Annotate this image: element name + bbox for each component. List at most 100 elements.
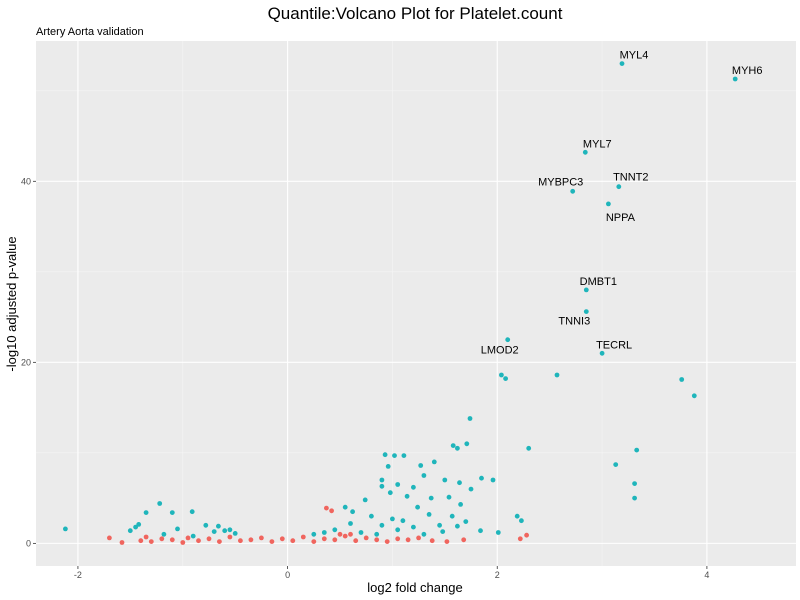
significant-point	[350, 509, 355, 515]
significant-point	[411, 524, 416, 530]
grid-major	[36, 41, 796, 566]
significant-point	[732, 76, 738, 82]
significant-point	[400, 518, 406, 524]
significant-point	[136, 522, 142, 527]
significant-point	[468, 486, 474, 492]
nonsignificant-point	[405, 537, 411, 543]
gene-label: NPPA	[606, 212, 636, 224]
significant-point	[421, 531, 427, 537]
gene-label: DMBT1	[580, 276, 617, 288]
significant-point	[216, 523, 221, 529]
nonsignificant-point	[143, 534, 149, 540]
nonsignificant-point	[279, 536, 285, 542]
nonsignificant-point	[196, 538, 201, 544]
nonsignificant-point	[342, 533, 348, 539]
significant-point	[390, 516, 395, 522]
significant-point	[348, 521, 353, 526]
significant-point	[464, 441, 470, 447]
significant-point	[379, 483, 385, 489]
significant-point	[404, 493, 410, 499]
nonsignificant-points	[107, 505, 529, 545]
significant-point	[157, 501, 163, 506]
significant-point	[362, 497, 368, 503]
significant-point	[189, 509, 195, 515]
nonsignificant-point	[180, 540, 186, 545]
gene-label: LMOD2	[481, 345, 519, 357]
significant-point	[449, 513, 455, 519]
significant-point	[395, 527, 401, 533]
nonsignificant-point	[259, 535, 264, 541]
significant-point	[222, 528, 228, 534]
significant-point	[431, 459, 437, 465]
gene-label: MYL7	[583, 138, 612, 150]
significant-point	[457, 480, 462, 486]
nonsignificant-point	[321, 536, 327, 542]
significant-point	[385, 464, 391, 469]
significant-point	[478, 528, 483, 534]
nonsignificant-point	[107, 535, 112, 541]
significant-point	[632, 495, 637, 501]
nonsignificant-point	[324, 505, 329, 511]
x-tick-label: 4	[704, 570, 709, 580]
significant-point	[616, 184, 622, 190]
significant-point	[143, 510, 149, 515]
significant-point	[175, 526, 180, 532]
nonsignificant-point	[290, 538, 296, 544]
nonsignificant-point	[238, 538, 243, 544]
gene-labels: MYL4 MYH6 MYL7 TNNT2 MYBPC3 NPPA DMBT1 TNNI3 LMO…	[481, 50, 763, 357]
significant-point	[232, 531, 238, 536]
nonsignificant-point	[227, 534, 233, 540]
significant-point	[227, 527, 233, 533]
gene-label: MYH6	[732, 65, 763, 77]
significant-point	[582, 149, 588, 155]
significant-point	[161, 531, 167, 537]
significant-point	[203, 522, 209, 528]
significant-point	[499, 372, 504, 378]
gene-label: MYL4	[620, 50, 649, 62]
significant-point	[440, 529, 446, 534]
chart-subtitle: Artery Aorta validation	[36, 26, 144, 38]
nonsignificant-point	[348, 531, 353, 537]
significant-point	[446, 494, 452, 500]
y-axis-title: -log10 adjusted p-value	[4, 236, 19, 371]
x-axis-ticks: -2 0 2 4	[74, 566, 709, 580]
significant-point	[463, 519, 469, 524]
significant-point	[332, 527, 338, 533]
nonsignificant-point	[461, 537, 467, 543]
significant-point	[421, 473, 427, 478]
significant-point	[342, 504, 348, 510]
significant-point	[583, 309, 589, 314]
significant-point	[490, 477, 496, 483]
significant-point	[632, 481, 637, 486]
significant-point	[127, 528, 133, 534]
nonsignificant-point	[332, 537, 338, 543]
plot-panel	[36, 41, 796, 566]
x-tick-label: -2	[74, 570, 82, 580]
significant-point	[392, 453, 397, 458]
gene-label: TNNI3	[558, 316, 590, 328]
significant-point	[321, 530, 327, 535]
y-tick-label: 20	[21, 357, 31, 367]
significant-point	[691, 393, 697, 399]
nonsignificant-point	[119, 540, 125, 545]
significant-point	[382, 452, 388, 458]
x-tick-label: 2	[495, 570, 500, 580]
significant-point	[169, 510, 175, 515]
grid-minor	[36, 41, 796, 566]
significant-points	[63, 61, 738, 539]
significant-point	[411, 484, 416, 490]
y-tick-label: 40	[21, 176, 31, 186]
nonsignificant-point	[311, 539, 317, 544]
nonsignificant-point	[384, 539, 390, 544]
nonsignificant-point	[159, 536, 165, 542]
nonsignificant-point	[169, 537, 175, 543]
significant-point	[467, 416, 473, 421]
significant-point	[133, 524, 139, 530]
significant-point	[613, 462, 619, 467]
x-tick-label: 0	[285, 570, 290, 580]
nonsignificant-point	[206, 536, 212, 542]
significant-point	[437, 522, 442, 528]
nonsignificant-point	[138, 538, 144, 544]
significant-point	[619, 61, 625, 66]
significant-point	[395, 482, 401, 487]
